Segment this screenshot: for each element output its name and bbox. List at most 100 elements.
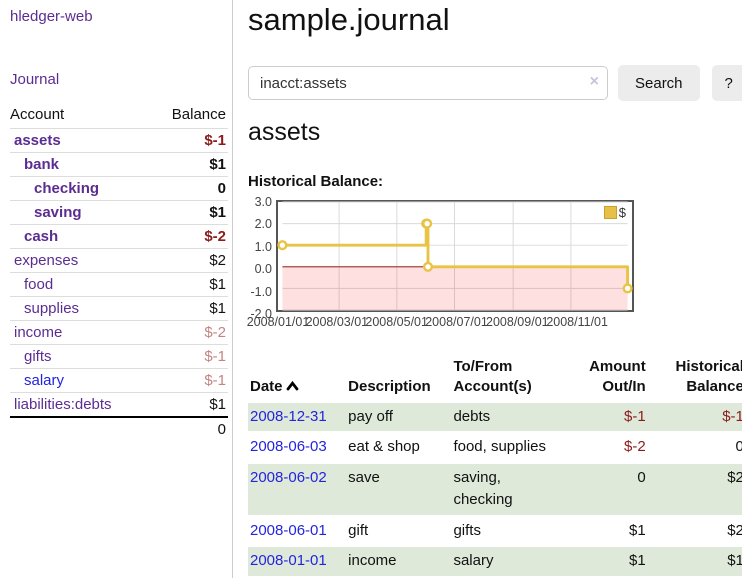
account-link[interactable]: assets [14,132,61,149]
chart-legend: $ [602,205,627,220]
register-cell-date: 2008-01-01 [248,547,347,576]
register-table: Date Description To/From Account(s) Amou… [248,353,742,578]
register-cell-amount: 0 [561,464,648,515]
register-cell-accounts: debts [451,402,562,432]
register-cell-balance: $2 [647,464,742,515]
legend-label: $ [618,205,626,220]
sort-ascending-icon [286,378,299,395]
account-row: gifts $-1 [10,344,228,369]
help-button[interactable]: ? [711,65,742,101]
account-balance: $1 [151,296,228,321]
account-balance: $-1 [151,368,228,393]
transaction-date-link[interactable]: 2008-01-01 [250,552,327,570]
account-row: bank $1 [10,152,228,177]
register-cell-description: gift [348,521,369,539]
search-box: × [248,66,608,100]
register-cell-accounts: gifts [453,521,481,539]
chart-title: Historical Balance: [248,173,384,190]
register-row: 2008-06-03 eat & shop food, supplies $-2 0 [248,433,742,462]
account-row: income $-2 [10,320,228,345]
search-input[interactable] [248,66,608,100]
transaction-date-link[interactable]: 2008-06-03 [250,438,327,456]
register-cell-description: income [346,547,452,576]
register-row: 2008-06-01 gift gifts $1 $2 [248,517,742,546]
account-link[interactable]: saving [34,204,82,221]
register-cell-date: 2008-06-01 [248,517,346,546]
register-cell-balance: $2 [727,521,742,539]
register-cell-description: pay off [346,402,452,432]
account-row: checking 0 [10,176,228,201]
register-cell-accounts: food, supplies [453,438,547,456]
chart-y-axis: 3.0 2.0 1.0 0.0 -1.0 -2.0 [248,195,276,332]
main-content: sample.journal × Search ? assets Histori… [233,0,742,578]
account-balance: $1 [151,272,228,297]
account-balance: $1 [151,200,228,225]
register-cell-description: save [346,464,452,515]
register-header-description: Description [348,378,431,396]
y-axis-tick-label: -2.0 [250,307,272,321]
search-button[interactable]: Search [618,65,700,101]
register-header-accounts: To/From Account(s) [453,358,532,396]
register-cell-date: 2008-06-03 [248,433,346,462]
account-link[interactable]: gifts [24,348,52,365]
account-row: cash $-2 [10,224,228,249]
nav-journal-link[interactable]: Journal [10,71,60,88]
account-link[interactable]: expenses [14,252,79,269]
register-header-date[interactable]: Date [248,355,346,401]
register-row: 2008-12-31 pay off debts $-1 $-1 [248,402,742,432]
account-row: liabilities:debts $1 [10,392,228,417]
clear-search-icon[interactable]: × [589,73,599,90]
account-row: expenses $2 [10,248,228,273]
account-link[interactable]: income [14,324,63,341]
account-link[interactable]: checking [34,180,100,197]
brand-link[interactable]: hledger-web [10,8,93,25]
y-axis-tick-label: 0.0 [254,262,272,277]
legend-swatch-icon [603,206,617,219]
register-cell-date: 2008-06-02 [248,464,347,515]
historical-balance-chart: 3.0 2.0 1.0 0.0 -1.0 -2.0 $ 2008/01/01 2008/03… [247,195,742,332]
transaction-date-link[interactable]: 2008-06-01 [250,521,327,539]
account-row: saving $1 [10,200,228,225]
y-axis-tick-label: 3.0 [254,195,272,209]
account-link[interactable]: supplies [24,300,80,317]
accounts-total-row: 0 [10,416,228,441]
register-row: 2008-06-02 save saving, checking 0 $2 [248,464,742,515]
page-title: sample.journal [248,2,450,37]
register-cell-accounts: salary [451,547,562,576]
account-balance: $-2 [151,320,228,345]
accounts-header-balance: Balance [171,106,226,123]
register-header-amount: Amount Out/In [589,358,646,396]
account-link[interactable]: cash [24,228,59,245]
chart-x-axis: 2008/01/01 2008/03/01 2008/05/01 2008/07/01… [247,315,634,332]
register-cell-balance: 0 [735,438,742,456]
register-cell-amount: $-1 [561,402,648,432]
account-link[interactable]: salary [24,372,65,389]
account-link[interactable]: food [24,276,54,293]
x-axis-tick-label: 2008/03/01 [305,315,369,329]
register-cell-amount: $-2 [624,438,646,456]
register-header-date-label: Date [250,378,283,396]
x-axis-tick-label: 2008/07/01 [425,315,488,329]
account-row: assets $-1 [10,128,228,153]
register-cell-balance: $1 [647,547,742,576]
y-axis-tick-label: 1.0 [254,239,272,254]
balance-chart-svg [276,200,634,312]
chart-plot-area: $ 2008/01/01 2008/03/01 2008/05/01 2008/07/… [247,200,634,332]
accounts-table: Account Balance assets $-1 bank $1 checking 0… [10,103,228,441]
x-axis-tick-label: 2008/01/01 [246,315,310,329]
account-row: salary $-1 [10,368,228,393]
transaction-date-link[interactable]: 2008-12-31 [250,407,327,425]
account-balance: $2 [151,248,228,273]
account-balance: $-1 [151,128,228,153]
x-axis-tick-label: 2008/05/01 [365,315,428,329]
account-link[interactable]: bank [24,156,60,173]
register-cell-description: eat & shop [348,438,420,456]
search-form: × Search ? [248,65,742,101]
account-balance: $-1 [151,344,228,369]
account-link[interactable]: liabilities:debts [14,396,112,413]
x-axis-tick-label: 2008/09/01 [486,315,549,329]
y-axis-tick-label: 2.0 [254,217,272,232]
register-cell-amount: $1 [561,547,648,576]
transaction-date-link[interactable]: 2008-06-02 [250,469,327,486]
